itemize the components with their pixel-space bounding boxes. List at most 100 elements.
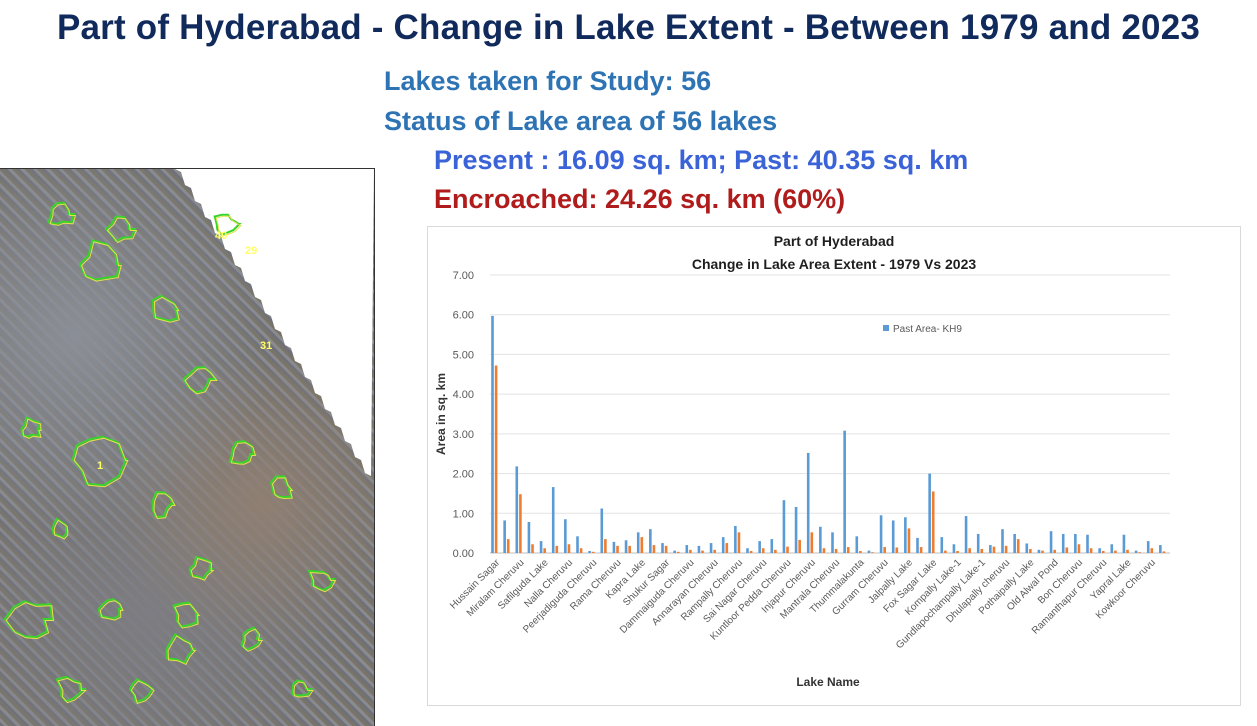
bar-past xyxy=(1001,529,1004,553)
bar-present xyxy=(907,528,911,553)
y-tick-label: 1.00 xyxy=(453,508,474,520)
bar-past xyxy=(636,532,640,553)
lake-outline-yellow xyxy=(22,418,42,439)
bar-present xyxy=(1138,552,1141,553)
bar-past xyxy=(515,466,519,553)
lakes-count-text: Lakes taken for Study: 56 xyxy=(384,66,712,96)
bar-past xyxy=(976,533,980,553)
bar-present xyxy=(1089,548,1093,553)
bar-past xyxy=(1049,531,1053,553)
lake-outline-yellow xyxy=(130,680,155,705)
bar-present xyxy=(1016,539,1020,553)
bar-present xyxy=(1126,549,1129,553)
chart-subtitle: Change in Lake Area Extent - 1979 Vs 202… xyxy=(692,256,976,272)
bar-past xyxy=(1159,545,1162,553)
map-lake-label: 1 xyxy=(97,460,103,472)
bar-present xyxy=(640,537,644,553)
bar-present xyxy=(1004,545,1008,553)
bar-present xyxy=(1162,551,1166,553)
bar-present xyxy=(834,549,838,553)
bar-present xyxy=(931,491,935,553)
lake-outline-yellow xyxy=(81,241,122,282)
lake-outline-green xyxy=(269,475,293,499)
bar-present xyxy=(652,545,656,553)
bar-past xyxy=(624,540,628,553)
bar-past xyxy=(891,520,895,553)
bar-past xyxy=(734,525,737,553)
bar-present xyxy=(822,548,826,553)
bar-present xyxy=(676,551,680,553)
bar-past xyxy=(539,541,543,553)
legend-label: Past Area- KH9 xyxy=(893,324,962,335)
bar-present xyxy=(871,552,874,553)
bar-past xyxy=(916,537,919,553)
bar-past xyxy=(1110,544,1114,553)
bar-present xyxy=(1029,549,1032,553)
bar-past xyxy=(879,515,883,553)
bar-present xyxy=(725,543,729,553)
lake-outline-yellow xyxy=(167,635,197,666)
lake-outline-yellow xyxy=(57,677,87,704)
lake-outline-overlay: 1 29 40 31 xyxy=(3,169,374,705)
bar-past xyxy=(806,452,810,553)
map-lake-label: 40 xyxy=(215,230,227,242)
present-past-text: Present : 16.09 sq. km; Past: 40.35 sq. … xyxy=(434,145,969,175)
bar-present xyxy=(519,494,522,553)
bar-present xyxy=(628,545,631,553)
legend-swatch xyxy=(883,325,889,331)
bar-past xyxy=(904,517,907,553)
bar-present xyxy=(579,548,583,553)
y-tick-label: 6.00 xyxy=(453,310,474,322)
bar-past xyxy=(855,536,859,553)
lake-outline-yellow xyxy=(49,203,77,226)
bar-present xyxy=(591,551,595,553)
bar-present xyxy=(968,548,971,553)
bar-past xyxy=(564,519,567,553)
lake-outline-yellow xyxy=(215,215,242,237)
bar-past xyxy=(661,543,664,553)
bar-present xyxy=(737,532,741,553)
bar-past xyxy=(1025,543,1029,553)
bar-present xyxy=(494,365,498,553)
chart-svg: Part of Hyderabad Change in Lake Area Ext… xyxy=(434,233,1170,689)
bar-past xyxy=(600,508,604,553)
bar-present xyxy=(798,539,801,553)
lake-area-chart: Part of Hyderabad Change in Lake Area Ext… xyxy=(427,226,1241,706)
bar-present xyxy=(664,545,668,553)
lake-outline-green xyxy=(78,239,121,281)
bar-past xyxy=(491,315,494,553)
bar-past xyxy=(770,539,774,553)
y-tick-label: 7.00 xyxy=(453,270,474,282)
bar-past xyxy=(673,550,676,553)
bar-past xyxy=(1134,550,1138,553)
bar-past xyxy=(709,543,713,553)
bar-present xyxy=(689,549,692,553)
y-tick-label: 5.00 xyxy=(453,349,474,361)
bar-present xyxy=(1041,550,1044,553)
satellite-map-image: 1 29 40 31 xyxy=(0,168,375,726)
bar-present xyxy=(774,549,777,553)
bar-present xyxy=(859,551,862,553)
bar-present xyxy=(543,548,546,553)
bar-past xyxy=(1098,548,1101,553)
bar-past xyxy=(612,541,616,553)
bar-present xyxy=(761,548,765,553)
lake-outline-yellow xyxy=(153,493,176,520)
lake-outline-green xyxy=(291,679,314,697)
bar-present xyxy=(506,539,510,553)
bar-present xyxy=(919,547,923,553)
bar-present xyxy=(616,545,619,553)
bar-past xyxy=(831,532,834,553)
bar-present xyxy=(1114,550,1117,553)
y-tick-label: 3.00 xyxy=(453,429,474,441)
lake-outline-yellow xyxy=(242,628,264,652)
bar-past xyxy=(1122,534,1126,553)
lake-outline-green xyxy=(104,215,137,243)
bar-present xyxy=(992,546,996,553)
bar-present xyxy=(1053,549,1056,553)
lake-outline-yellow xyxy=(99,600,124,621)
bar-past xyxy=(940,537,944,553)
bar-present xyxy=(701,550,704,553)
bar-past xyxy=(746,548,749,553)
bar-past xyxy=(964,516,968,553)
